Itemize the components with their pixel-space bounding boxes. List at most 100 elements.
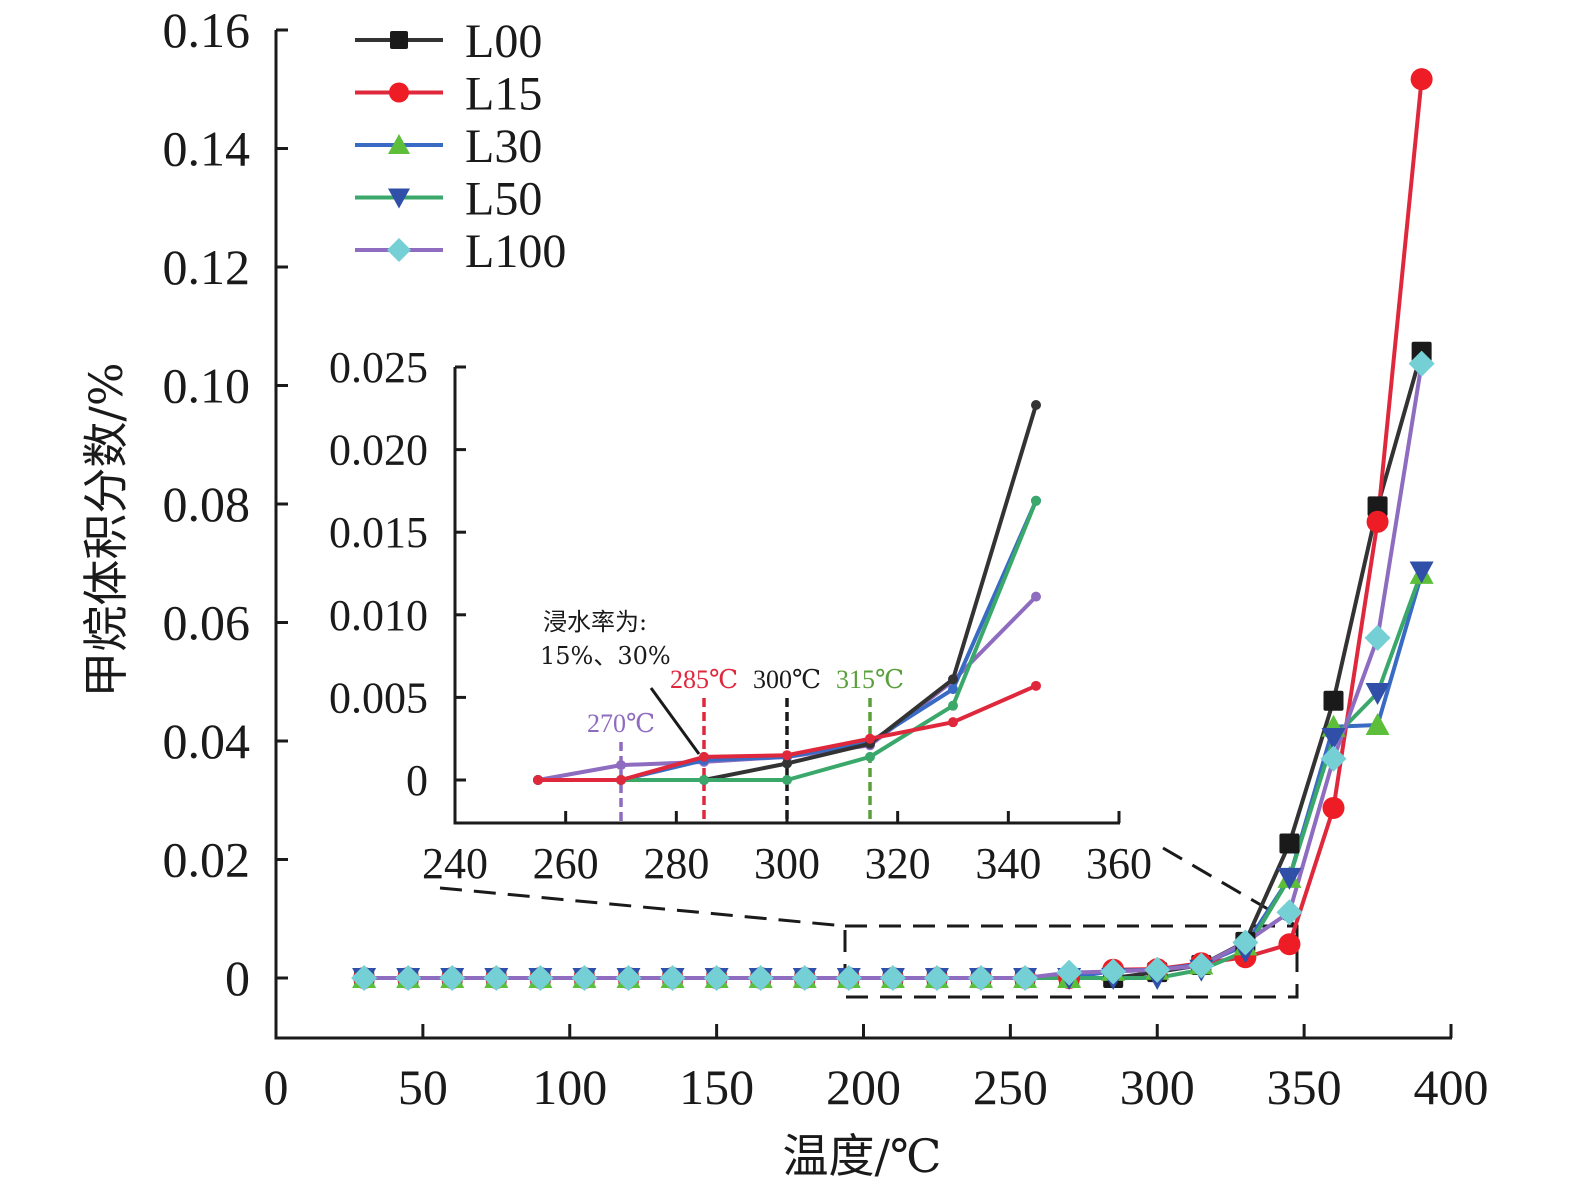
- inset-marker-label: 315℃: [836, 665, 904, 694]
- inset-y-tick-label: 0.015: [329, 508, 428, 557]
- main-point-L50: [1277, 867, 1302, 890]
- inset-marker-label: 300℃: [753, 665, 821, 694]
- main-point-L15: [1278, 933, 1301, 956]
- legend-marker-L50: [388, 188, 410, 209]
- main-point-L15: [1366, 510, 1389, 533]
- zoom-connector-left: [439, 886, 846, 928]
- main-y-tick-label: 0.10: [163, 358, 251, 414]
- main-y-tick-label: 0.14: [163, 121, 251, 177]
- inset-point-L15: [699, 751, 709, 762]
- inset-point-L15: [533, 775, 543, 785]
- main-y-tick-label: 0.16: [163, 2, 251, 58]
- main-point-L100: [747, 965, 774, 991]
- inset-point-L100: [1031, 591, 1041, 602]
- main-y-tick-label: 0: [225, 950, 250, 1006]
- main-point-L100: [1100, 958, 1127, 985]
- main-point-L100: [1320, 745, 1347, 772]
- inset-marker-label: 270℃: [587, 709, 655, 738]
- inset-temperature-markers: 270℃ 285℃ 300℃ 315℃: [587, 665, 904, 823]
- legend-label: L00: [465, 15, 542, 68]
- inset-note-pointer: [649, 687, 701, 755]
- main-point-L100: [1364, 624, 1391, 651]
- main-x-tick-label: 200: [826, 1059, 901, 1115]
- main-x-tick-label: 250: [973, 1059, 1048, 1115]
- inset-point-L00: [782, 758, 792, 769]
- main-point-L100: [395, 965, 422, 991]
- inset-x-tick-label: 340: [975, 839, 1041, 888]
- main-point-L100: [1408, 350, 1435, 377]
- inset-point-L15: [1031, 680, 1041, 691]
- inset-x-tick-label: 260: [533, 839, 599, 888]
- legend-label: L30: [465, 120, 542, 173]
- inset-point-L30: [948, 684, 958, 695]
- main-point-L100: [659, 965, 686, 991]
- main-x-ticks: 0 50 100 150 200 250 300 350 400: [264, 1024, 1489, 1115]
- main-y-tick-label: 0.02: [163, 832, 251, 888]
- main-point-L100: [1276, 899, 1303, 926]
- main-series: [351, 68, 1435, 991]
- main-y-axis-title: 甲烷体积分数/%: [79, 362, 133, 697]
- main-point-L15: [1322, 796, 1345, 819]
- inset-point-L50: [948, 700, 958, 711]
- main-point-L100: [439, 965, 466, 991]
- inset-point-L50: [699, 775, 709, 785]
- zoom-rect: [843, 924, 1299, 999]
- inset-point-L15: [948, 717, 958, 728]
- main-y-tick-label: 0.06: [163, 595, 251, 651]
- inset-point-L50: [1031, 495, 1041, 506]
- inset-point-L50: [782, 775, 792, 785]
- legend-marker-L30: [388, 134, 410, 154]
- main-series-line-L30: [364, 573, 1424, 980]
- main-point-L50: [1365, 683, 1390, 706]
- legend-marker-L00: [390, 31, 408, 49]
- inset-y-tick-label: 0.010: [329, 591, 428, 640]
- main-point-L100: [571, 965, 598, 991]
- inset-y-tick-label: 0.025: [329, 343, 428, 392]
- inset-y-tick-label: 0: [406, 756, 428, 805]
- main-point-L15: [1410, 68, 1433, 91]
- main-point-L50: [1409, 561, 1434, 584]
- main-point-L100: [527, 965, 554, 991]
- main-x-tick-label: 100: [532, 1059, 607, 1115]
- inset-x-tick-label: 240: [422, 839, 488, 888]
- inset-series: [533, 399, 1041, 785]
- zoom-connector-right: [1162, 846, 1298, 928]
- main-x-tick-label: 300: [1120, 1059, 1195, 1115]
- main-y-tick-label: 0.04: [163, 713, 251, 769]
- main-x-tick-label: 400: [1414, 1059, 1489, 1115]
- inset-x-tick-label: 300: [754, 839, 820, 888]
- inset-y-ticks: 0 0.005 0.010 0.015 0.020 0.025: [329, 343, 466, 805]
- main-point-L100: [879, 965, 906, 991]
- inset-series-line-L50: [538, 500, 1038, 782]
- legend-marker-L15: [389, 82, 409, 103]
- main-point-L100: [835, 965, 862, 991]
- main-point-L100: [351, 965, 378, 991]
- main-x-tick-label: 0: [264, 1059, 289, 1115]
- legend-marker-L100: [387, 238, 411, 262]
- main-y-ticks: 0 0.02 0.04 0.06 0.08 0.10 0.12 0.14 0.16: [163, 2, 288, 1006]
- inset-point-L100: [616, 760, 626, 771]
- main-point-L100: [483, 965, 510, 991]
- inset-x-tick-label: 320: [865, 839, 931, 888]
- main-point-L100: [1188, 952, 1215, 979]
- inset-x-ticks: 240 260 280 300 320 340 360: [422, 811, 1152, 888]
- inset-note-line1: 浸水率为:: [543, 608, 647, 636]
- main-point-L100: [1056, 959, 1083, 986]
- main-y-tick-label: 0.12: [163, 239, 251, 295]
- main-y-tick-label: 0.08: [163, 476, 251, 532]
- inset-marker-label: 285℃: [670, 665, 738, 694]
- main-point-L00: [1323, 690, 1344, 711]
- inset-y-tick-label: 0.020: [329, 426, 428, 475]
- main-point-L100: [703, 965, 730, 991]
- main-point-L00: [1279, 833, 1300, 854]
- inset-point-L00: [1031, 399, 1041, 410]
- main-point-L100: [1232, 929, 1259, 956]
- inset-point-L15: [616, 775, 626, 785]
- legend-label: L100: [465, 225, 566, 278]
- main-x-tick-label: 50: [398, 1059, 448, 1115]
- main-point-L100: [791, 965, 818, 991]
- legend-label: L15: [465, 68, 542, 121]
- inset-note-line2: 15%、30%: [540, 642, 671, 670]
